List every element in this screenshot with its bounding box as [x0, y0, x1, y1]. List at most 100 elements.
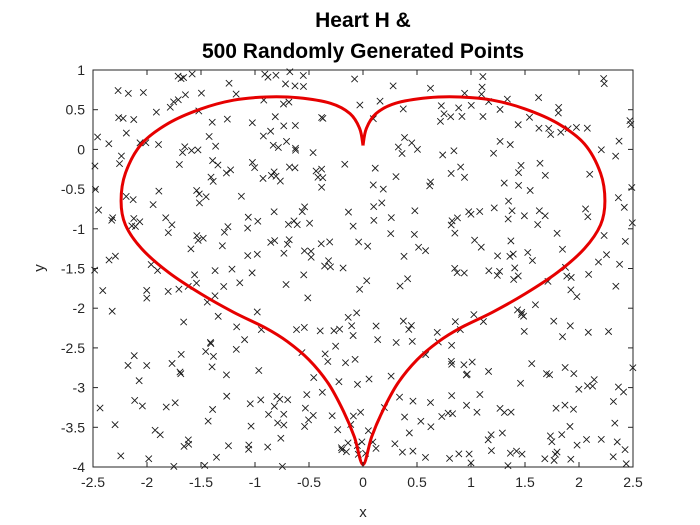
scatter-point	[349, 332, 357, 340]
scatter-point	[91, 266, 99, 274]
scatter-point	[111, 421, 119, 429]
scatter-point	[372, 444, 380, 452]
scatter-point	[364, 427, 372, 435]
x-tick-label: -2	[141, 474, 154, 490]
y-tick-label: -1.5	[61, 261, 85, 277]
scatter-point	[277, 434, 285, 442]
scatter-point	[316, 327, 324, 335]
scatter-point	[180, 74, 188, 82]
scatter-point	[124, 361, 132, 369]
scatter-point	[211, 267, 219, 275]
scatter-point	[174, 96, 182, 104]
scatter-point	[208, 118, 216, 126]
scatter-point	[248, 269, 256, 277]
scatter-point	[628, 183, 636, 191]
scatter-point	[149, 201, 157, 209]
scatter-point	[152, 108, 160, 116]
scatter-point	[170, 98, 178, 106]
scatter-point	[337, 444, 345, 452]
scatter-point	[603, 251, 611, 259]
scatter-point	[437, 102, 445, 110]
y-tick-label: -1	[73, 221, 86, 237]
scatter-point	[370, 203, 378, 211]
scatter-point	[520, 327, 528, 335]
y-tick-label: -2	[73, 300, 86, 316]
scatter-point	[332, 342, 340, 350]
scatter-point	[582, 205, 590, 213]
scatter-point	[508, 207, 516, 215]
scatter-point	[506, 449, 514, 457]
scatter-point	[500, 179, 508, 187]
scatter-point	[155, 140, 163, 149]
scatter-point	[271, 237, 279, 245]
scatter-point	[535, 124, 543, 132]
scatter-point	[195, 199, 203, 207]
scatter-point	[453, 269, 461, 277]
scatter-point	[171, 399, 179, 407]
scatter-point	[115, 114, 123, 122]
scatter-point	[457, 163, 465, 171]
scatter-point	[447, 357, 455, 365]
scatter-point	[209, 352, 217, 360]
scatter-point	[586, 170, 594, 178]
scatter-point	[372, 322, 380, 330]
scatter-point	[570, 370, 578, 378]
scatter-point	[202, 193, 210, 201]
scatter-point	[524, 248, 532, 257]
scatter-point	[283, 240, 291, 248]
scatter-point	[193, 186, 201, 195]
scatter-point	[468, 358, 476, 366]
x-tick-label: 1.5	[515, 474, 535, 490]
scatter-point	[197, 89, 205, 97]
scatter-point	[192, 279, 201, 287]
scatter-point	[138, 402, 146, 410]
x-axis-label: x	[359, 504, 367, 521]
scatter-point	[119, 114, 127, 122]
scatter-point	[353, 309, 361, 317]
scatter-point	[512, 447, 521, 455]
scatter-point	[224, 223, 232, 231]
scatter-point	[191, 271, 199, 279]
scatter-point	[248, 119, 256, 127]
scatter-point	[510, 275, 518, 283]
scatter-point	[344, 313, 352, 321]
scatter-point	[526, 186, 534, 194]
scatter-point	[567, 273, 575, 281]
scatter-point	[553, 229, 561, 237]
scatter-point	[517, 310, 525, 318]
scatter-point	[583, 124, 591, 132]
scatter-point	[503, 95, 511, 103]
scatter-point	[282, 280, 290, 289]
scatter-point	[413, 145, 421, 153]
scatter-point	[205, 133, 213, 141]
scatter-point	[590, 376, 598, 384]
scatter-point	[341, 160, 349, 168]
scatter-point	[478, 83, 486, 91]
scatter-point	[304, 294, 312, 302]
y-axis-label: y	[31, 264, 48, 272]
scatter-point	[254, 217, 262, 225]
scatter-point	[396, 393, 404, 401]
scatter-point	[206, 338, 214, 346]
scatter-point	[462, 371, 470, 379]
scatter-point	[433, 328, 441, 336]
y-tick-label: -3.5	[61, 419, 85, 435]
scatter-point	[365, 375, 373, 383]
scatter-point	[164, 229, 172, 237]
scatter-point	[396, 282, 404, 290]
scatter-point	[223, 115, 231, 123]
scatter-point	[471, 236, 479, 244]
scatter-point	[166, 103, 174, 111]
scatter-point	[348, 322, 356, 330]
scatter-point	[244, 224, 252, 232]
scatter-point	[147, 261, 155, 269]
scatter-point	[484, 436, 492, 444]
scatter-point	[507, 237, 515, 245]
scatter-point	[573, 293, 581, 301]
scatter-points	[91, 68, 637, 470]
scatter-point	[300, 247, 308, 255]
scatter-point	[550, 456, 558, 464]
scatter-point	[408, 139, 416, 147]
scatter-point	[611, 419, 619, 427]
scatter-point	[267, 127, 275, 135]
